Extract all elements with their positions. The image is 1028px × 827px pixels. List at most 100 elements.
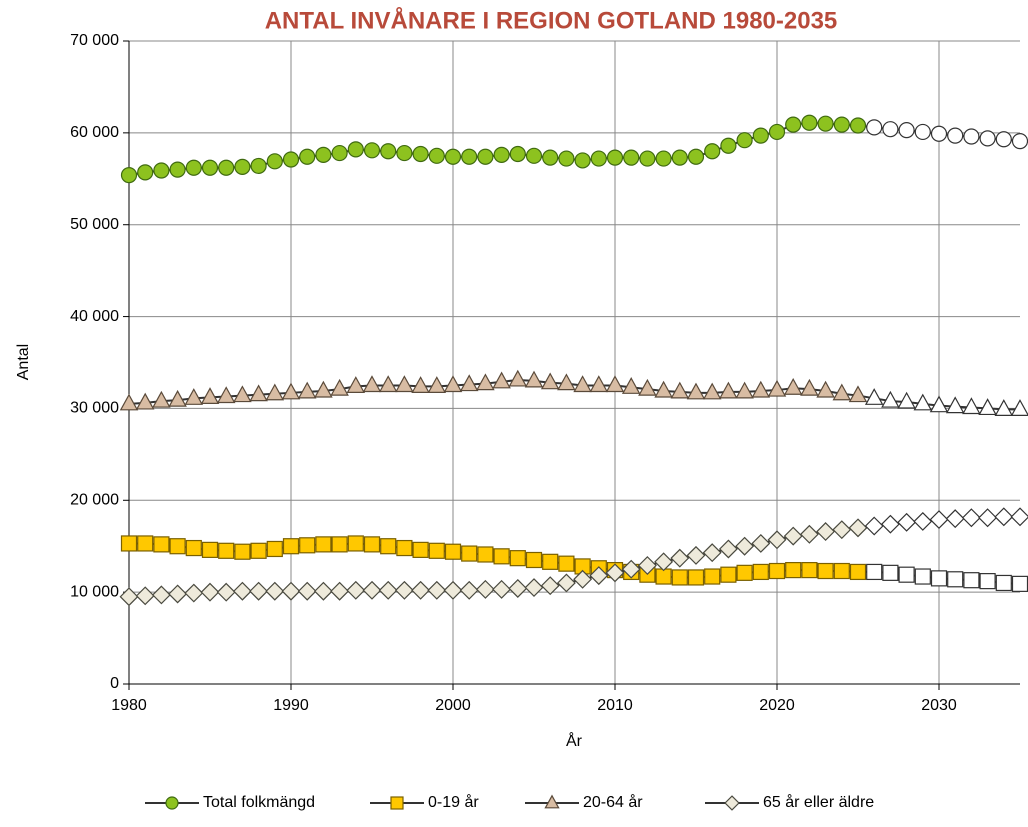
data-point xyxy=(395,375,414,393)
data-point xyxy=(411,376,430,393)
data-point xyxy=(686,382,706,400)
x-tick-label: 2000 xyxy=(435,697,471,714)
data-point xyxy=(864,516,884,536)
y-tick-label: 0 xyxy=(110,675,119,692)
data-point xyxy=(250,542,267,559)
data-point xyxy=(525,551,543,569)
data-point xyxy=(135,586,155,606)
x-axis-title: År xyxy=(566,731,583,750)
data-point xyxy=(801,114,818,131)
x-tick-label: 1980 xyxy=(111,697,147,714)
data-point xyxy=(265,383,285,401)
data-point xyxy=(299,537,316,554)
data-point xyxy=(314,380,333,398)
data-point xyxy=(751,380,771,398)
data-point xyxy=(492,371,511,389)
data-point xyxy=(297,381,317,399)
data-point xyxy=(135,392,155,410)
data-point xyxy=(655,150,672,167)
data-point xyxy=(930,125,948,142)
data-point xyxy=(281,581,301,601)
data-point xyxy=(330,378,349,396)
data-point xyxy=(913,511,933,531)
data-point xyxy=(557,373,576,391)
data-point xyxy=(816,380,835,398)
data-point xyxy=(120,167,138,184)
data-point xyxy=(137,164,154,181)
legend-marker xyxy=(390,796,404,810)
data-point xyxy=(493,548,510,565)
data-point xyxy=(671,149,688,166)
data-point xyxy=(994,399,1014,416)
data-point xyxy=(540,372,560,390)
data-point xyxy=(119,393,139,411)
data-point xyxy=(882,121,899,138)
data-point xyxy=(638,378,657,396)
data-point xyxy=(444,148,462,165)
data-point xyxy=(443,375,463,393)
data-point xyxy=(930,570,948,587)
data-point xyxy=(605,563,625,583)
data-point xyxy=(783,526,803,546)
data-point xyxy=(1010,507,1028,527)
data-point xyxy=(654,380,673,398)
data-point xyxy=(396,539,413,557)
data-point xyxy=(945,396,965,414)
data-point xyxy=(444,543,462,560)
data-point xyxy=(704,143,721,160)
data-point xyxy=(427,580,447,600)
data-point xyxy=(151,585,171,605)
data-point xyxy=(168,389,187,407)
data-point xyxy=(720,566,737,583)
data-point xyxy=(363,142,381,159)
legend-marker xyxy=(544,794,560,809)
data-point xyxy=(605,375,625,393)
data-point xyxy=(394,580,414,600)
data-point xyxy=(411,580,431,600)
data-point xyxy=(556,573,576,593)
data-point xyxy=(216,582,236,602)
data-point xyxy=(331,536,348,553)
data-point xyxy=(978,508,998,528)
data-point xyxy=(897,391,916,409)
data-point xyxy=(542,553,559,570)
data-point xyxy=(234,543,251,560)
data-point xyxy=(751,533,771,553)
data-point xyxy=(621,377,641,394)
data-point xyxy=(297,581,317,601)
data-point xyxy=(637,556,657,575)
data-point xyxy=(801,561,818,579)
data-point xyxy=(315,536,332,553)
data-point xyxy=(670,381,690,399)
data-point xyxy=(525,147,543,164)
data-point xyxy=(477,148,494,165)
data-point xyxy=(800,378,819,396)
data-point xyxy=(380,538,397,555)
y-axis-title: Antal xyxy=(15,344,32,380)
data-point xyxy=(785,561,802,579)
data-point xyxy=(880,514,900,534)
data-point xyxy=(540,576,560,596)
data-point xyxy=(979,130,996,147)
data-point xyxy=(266,153,283,170)
data-point xyxy=(282,538,300,555)
data-point xyxy=(929,395,949,413)
data-point xyxy=(119,587,139,607)
data-point xyxy=(962,397,981,415)
legend-marker xyxy=(165,796,179,810)
data-point xyxy=(913,393,933,411)
data-point xyxy=(623,149,640,166)
x-tick-label: 2030 xyxy=(921,697,957,714)
data-point xyxy=(897,512,917,532)
data-point xyxy=(767,379,787,397)
data-point xyxy=(720,137,737,154)
data-point xyxy=(315,146,332,164)
data-point xyxy=(671,569,688,586)
data-point xyxy=(849,563,867,581)
data-point xyxy=(330,581,350,601)
data-point xyxy=(218,159,235,176)
data-point xyxy=(477,546,494,563)
data-point xyxy=(848,385,868,403)
data-point xyxy=(427,376,447,393)
data-point xyxy=(265,581,285,601)
